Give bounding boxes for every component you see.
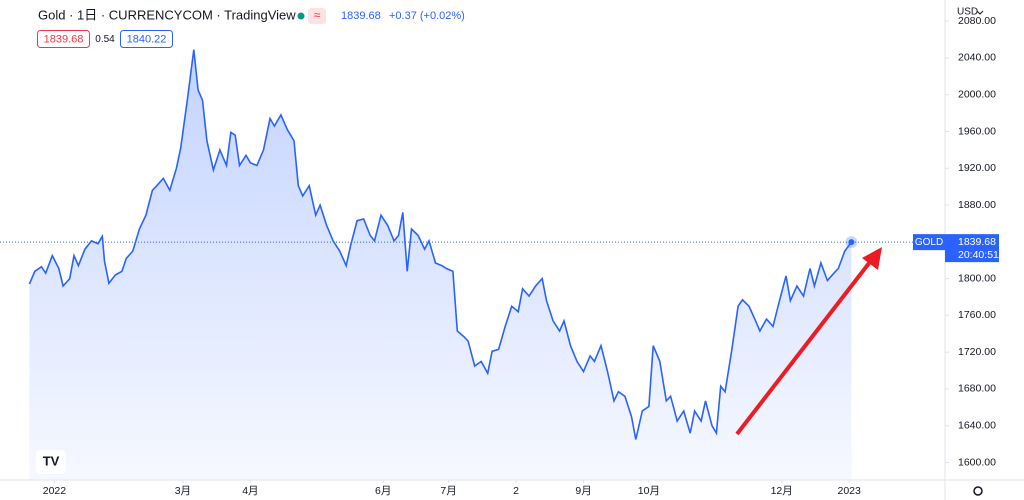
y-tick-label: 1960.00 <box>958 125 996 137</box>
x-tick-label: 3月 <box>175 485 191 497</box>
y-tick-label: 1880.00 <box>958 199 996 211</box>
countdown: 20:40:51 <box>958 249 999 261</box>
price-line <box>28 49 853 440</box>
ask-price[interactable]: 1840.22 <box>127 33 167 45</box>
logo[interactable]: TV <box>43 453 60 468</box>
x-tick-label: 6月 <box>375 485 391 497</box>
x-tick-label: 9月 <box>575 485 591 497</box>
symbol-badge-label: GOLD <box>915 237 943 248</box>
y-tick-label: 1720.00 <box>958 346 996 358</box>
y-tick-label: 2000.00 <box>958 88 996 100</box>
y-tick-label: 2080.00 <box>958 15 996 27</box>
y-tick-label: 1760.00 <box>958 309 996 321</box>
y-tick-label: 1680.00 <box>958 383 996 395</box>
spread: 0.54 <box>95 34 115 45</box>
annotation-arrowhead <box>862 247 882 270</box>
symbol-title[interactable]: Gold · 1日 · CURRENCYCOM · TradingView <box>38 7 296 22</box>
x-tick-label: 4月 <box>242 485 258 497</box>
x-tick-label: 12月 <box>771 485 793 497</box>
y-tick-label: 1800.00 <box>958 272 996 284</box>
x-tick-label: 2023 <box>838 485 862 497</box>
x-tick-label: 2 <box>513 485 519 497</box>
area-fill <box>29 49 852 480</box>
last-price: 1839.68 <box>341 10 381 22</box>
y-tick-label: 1600.00 <box>958 456 996 468</box>
price-badge <box>945 234 999 263</box>
settings-icon[interactable] <box>973 486 983 496</box>
price-change: +0.37 (+0.02%) <box>389 10 465 22</box>
x-tick-label: 7月 <box>440 485 456 497</box>
status-badge <box>308 8 326 24</box>
status-dot <box>297 12 305 20</box>
ask-box[interactable] <box>120 30 173 48</box>
annotation-arrow <box>735 256 875 436</box>
x-tick-label: 2022 <box>43 485 67 497</box>
y-tick-label: 1920.00 <box>958 162 996 174</box>
currency[interactable]: USD <box>957 7 978 18</box>
bid-box[interactable] <box>37 30 90 48</box>
status-icon: ≈ <box>314 8 321 22</box>
logo-bg[interactable] <box>36 450 66 474</box>
symbol-badge <box>913 234 945 251</box>
y-tick-label: 2040.00 <box>958 52 996 64</box>
last-point <box>848 239 855 246</box>
currency-caret[interactable] <box>976 10 984 15</box>
x-tick-label: 10月 <box>638 485 660 497</box>
price-badge-label: 1839.68 <box>958 236 996 248</box>
y-tick-label: 1640.00 <box>958 420 996 432</box>
plot-area <box>0 49 945 480</box>
bid-price[interactable]: 1839.68 <box>44 33 84 45</box>
